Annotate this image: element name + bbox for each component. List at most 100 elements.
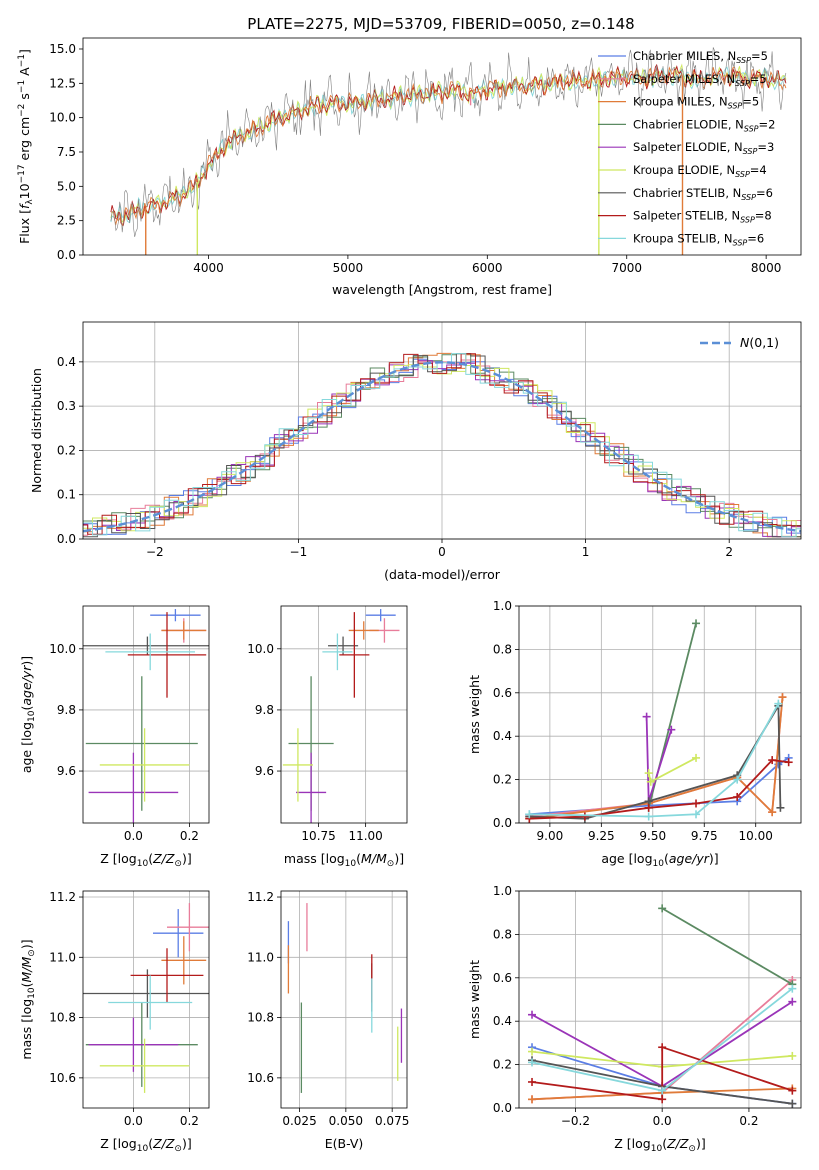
histogram-step bbox=[83, 353, 801, 535]
x-axis-label: E(B-V) bbox=[325, 1136, 364, 1151]
x-tick-label: 10.00 bbox=[739, 829, 773, 843]
y-tick-label: 7.5 bbox=[57, 145, 76, 159]
x-tick-label: 0 bbox=[438, 545, 446, 559]
x-tick-label: 0.2 bbox=[180, 1114, 199, 1128]
x-tick-label: 0.025 bbox=[282, 1114, 316, 1128]
y-tick-label: 0.4 bbox=[57, 355, 76, 369]
axes-frame bbox=[82, 605, 210, 824]
axes-frame bbox=[280, 890, 408, 1109]
x-tick-label: 5000 bbox=[333, 261, 364, 275]
weight-line bbox=[529, 697, 784, 820]
y-axis-label: Normed distribution bbox=[29, 368, 44, 493]
y-tick-label: 9.6 bbox=[57, 764, 76, 778]
axes-frame bbox=[518, 890, 802, 1109]
legend-entry: Salpeter STELIB, NSSP=8 bbox=[633, 209, 772, 225]
y-tick-label: 0.0 bbox=[493, 816, 512, 830]
x-tick-label: −0.2 bbox=[561, 1114, 590, 1128]
x-tick-label: 6000 bbox=[472, 261, 503, 275]
y-tick-label: 0.2 bbox=[57, 443, 76, 457]
panel-mass_vs_ebv: 0.025 0.050 0.075 10.6 10.8 11.0 11.2 bbox=[247, 890, 409, 1128]
x-tick-label: 11.00 bbox=[348, 829, 382, 843]
y-tick-label: 0.4 bbox=[493, 1014, 512, 1028]
x-axis-label: Z [log10(Z/Z⊙)] bbox=[614, 1136, 705, 1154]
plot-area bbox=[528, 904, 797, 1108]
x-tick-label: 10.75 bbox=[301, 829, 335, 843]
y-axis-label: Flux [fλ10−17 erg cm−2 s−1 A−1] bbox=[17, 49, 35, 244]
spectrum-line bbox=[110, 66, 787, 227]
y-tick-label: 0.8 bbox=[493, 642, 512, 656]
y-tick-label: 0.2 bbox=[493, 773, 512, 787]
axes-frame bbox=[82, 321, 802, 540]
plot-area bbox=[110, 47, 787, 255]
y-tick-label: 0.3 bbox=[57, 399, 76, 413]
plot-area bbox=[83, 352, 801, 538]
x-axis-label: Z [log10(Z/Z⊙)] bbox=[100, 851, 191, 869]
x-tick-label: 0.0 bbox=[653, 1114, 672, 1128]
legend: N(0,1) bbox=[700, 335, 779, 350]
x-tick-label: 4000 bbox=[193, 261, 224, 275]
y-tick-label: 15.0 bbox=[49, 42, 76, 56]
y-tick-label: 11.2 bbox=[49, 890, 76, 904]
x-tick-label: 0.075 bbox=[375, 1114, 409, 1128]
axes-frame bbox=[82, 890, 210, 1109]
y-axis-label: age [log10(age/yr)] bbox=[19, 656, 37, 773]
x-tick-label: 0.0 bbox=[124, 1114, 143, 1128]
x-tick-label: 2 bbox=[725, 545, 733, 559]
panel-spectrum: 4000 5000 6000 7000 8000 0.0 2.5 5.0 7.5 10.0 12.5… bbox=[17, 37, 802, 297]
y-tick-label: 5.0 bbox=[57, 179, 76, 193]
x-axis-label: (data-model)/error bbox=[384, 567, 501, 582]
y-tick-label: 0.2 bbox=[493, 1058, 512, 1072]
legend-entry: Salpeter MILES, NSSP=5 bbox=[633, 72, 767, 88]
figure-title: PLATE=2275, MJD=53709, FIBERID=0050, z=0… bbox=[247, 15, 634, 33]
spectrum-line bbox=[110, 47, 787, 237]
y-tick-label: 10.6 bbox=[247, 1071, 274, 1085]
plot-area bbox=[287, 903, 403, 1093]
legend-entry: Kroupa MILES, NSSP=5 bbox=[633, 95, 759, 111]
legend-entry: N(0,1) bbox=[740, 335, 779, 350]
x-axis-label: mass [log10(M/M⊙)] bbox=[284, 851, 404, 869]
y-tick-label: 0.4 bbox=[493, 729, 512, 743]
y-axis-label: mass weight bbox=[467, 675, 482, 754]
y-tick-label: 10.6 bbox=[49, 1071, 76, 1085]
histogram-step bbox=[83, 364, 801, 538]
weight-line bbox=[529, 702, 782, 820]
legend-entry: Kroupa ELODIE, NSSP=4 bbox=[633, 163, 767, 179]
histogram-step bbox=[83, 360, 801, 538]
panel-residuals: −2 −1 0 1 2 0.0 0.1 0.2 0.3 0.4 (data-model)/error… bbox=[29, 321, 802, 582]
histogram-step bbox=[83, 352, 801, 538]
y-tick-label: 11.2 bbox=[247, 890, 274, 904]
legend-entry: Chabrier MILES, NSSP=5 bbox=[633, 49, 768, 65]
x-tick-label: −2 bbox=[146, 545, 164, 559]
y-tick-label: 10.8 bbox=[247, 1011, 274, 1025]
legend-entry: Chabrier STELIB, NSSP=6 bbox=[633, 186, 773, 202]
y-tick-label: 10.0 bbox=[247, 642, 274, 656]
y-tick-label: 0.0 bbox=[57, 248, 76, 262]
histogram-step bbox=[83, 353, 801, 538]
y-tick-label: 11.0 bbox=[49, 950, 76, 964]
legend-entry: Salpeter ELODIE, NSSP=3 bbox=[633, 140, 774, 156]
axes-frame bbox=[280, 605, 408, 824]
weight-line bbox=[647, 757, 697, 784]
y-tick-label: 9.6 bbox=[255, 764, 274, 778]
panel-mass_vs_Z: 0.0 0.2 10.6 10.8 11.0 11.2 Z [log10(Z/Z⊙)] mas… bbox=[19, 890, 210, 1154]
x-tick-label: 9.50 bbox=[639, 829, 666, 843]
legend-entry: Chabrier ELODIE, NSSP=2 bbox=[633, 117, 775, 133]
y-tick-label: 0.6 bbox=[493, 686, 512, 700]
weight-line bbox=[531, 1045, 793, 1101]
y-tick-label: 10.8 bbox=[49, 1011, 76, 1025]
panel-weight_vs_age: 9.00 9.25 9.50 9.75 10.00 0.0 0.2 0.4 0.6 0.8 1.0 a… bbox=[467, 599, 802, 869]
y-tick-label: 9.8 bbox=[255, 703, 274, 717]
panel-age_vs_mass: 10.75 11.00 9.6 9.8 10.0 mass [log10(M/M⊙)] bbox=[247, 605, 408, 869]
x-axis-label: age [log10(age/yr)] bbox=[601, 851, 718, 869]
y-tick-label: 0.0 bbox=[493, 1101, 512, 1115]
x-axis-label: Z [log10(Z/Z⊙)] bbox=[100, 1136, 191, 1154]
gauss-curve bbox=[83, 361, 801, 533]
axes-frame bbox=[82, 37, 802, 256]
legend-entry: Kroupa STELIB, NSSP=6 bbox=[633, 231, 764, 247]
x-tick-label: −1 bbox=[290, 545, 308, 559]
y-axis-label: mass weight bbox=[467, 960, 482, 1039]
spectrum-line bbox=[110, 63, 787, 226]
axes-frame bbox=[518, 605, 802, 824]
y-tick-label: 1.0 bbox=[493, 884, 512, 898]
y-tick-label: 1.0 bbox=[493, 599, 512, 613]
